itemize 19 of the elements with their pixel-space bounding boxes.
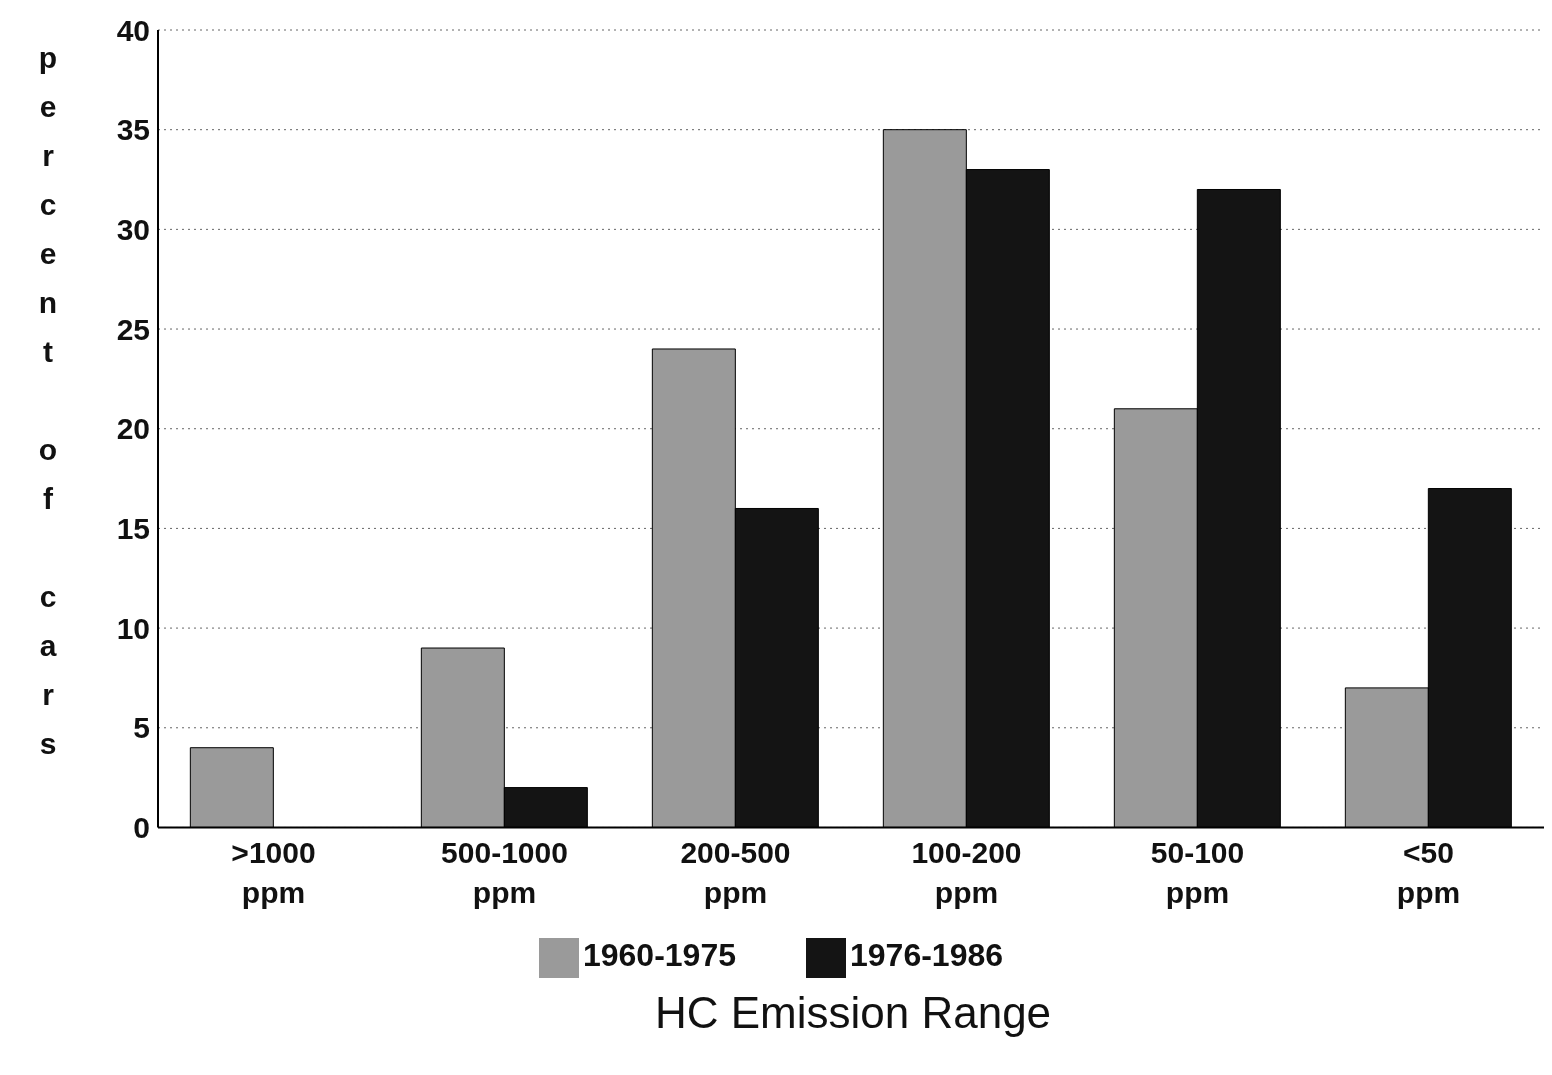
y-tick-label: 35 [116,113,150,147]
x-tick-label: 500-1000 ppm [441,836,568,910]
y-tick-label: 10 [116,611,150,645]
text: percent of cars [38,41,58,760]
y-tick-label: 15 [116,512,150,546]
y-tick-label: 5 [133,711,150,745]
legend-label: 1976-1986 [850,937,1004,974]
y-tick-label: 40 [116,13,150,47]
y-tick-label: 0 [133,811,150,845]
y-tick-label: 20 [116,412,150,446]
x-tick-label: 50-100 ppm [1150,836,1245,910]
x-tick-label: 200-500 ppm [680,836,791,910]
x-axis-title: HC Emission Range [653,988,1053,1038]
x-tick-label: >1000 ppm [231,836,316,910]
x-tick-label: 100-200 ppm [911,836,1022,910]
y-tick-label: 25 [116,312,150,346]
y-tick-label: 30 [116,213,150,247]
legend-label: 1960-1975 [582,937,736,974]
x-tick-label: <50 ppm [1396,836,1461,910]
